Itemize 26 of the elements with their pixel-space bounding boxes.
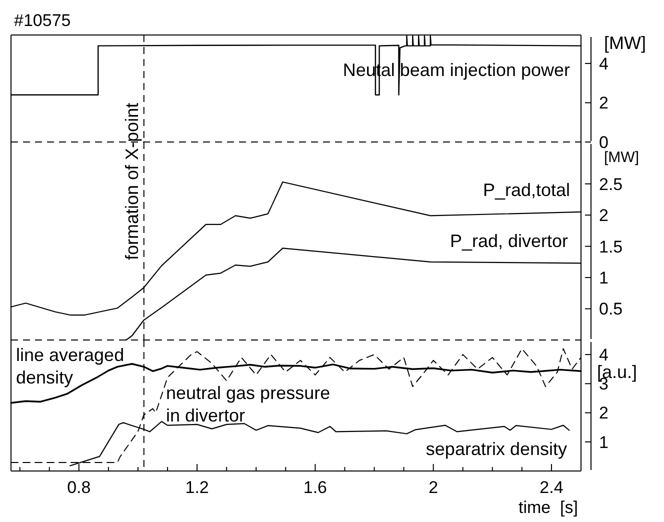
series-label: P_rad,total: [482, 180, 570, 200]
x-tick-label: 1.6: [303, 478, 328, 497]
chart-title: #10575: [14, 11, 71, 30]
y-tick-label: 1: [599, 268, 608, 288]
x-tick-label: 2: [428, 478, 438, 497]
y-tick-label: 2: [599, 94, 608, 113]
series-label: P_rad, divertor: [450, 231, 568, 251]
y-tick-label: 4: [599, 346, 608, 365]
y-tick-label: 0.5: [599, 300, 623, 319]
y-tick-label: 1.5: [599, 237, 623, 256]
x-tick-label: 2.4: [540, 478, 564, 497]
y-axis-title: [MW]: [604, 33, 646, 53]
series-label: separatrix density: [426, 439, 567, 459]
series-label: neutral gas pressure in divertor: [166, 383, 330, 426]
x-tick-label: 1.2: [185, 478, 209, 497]
x-tick-label: 0.8: [67, 478, 91, 497]
y-tick-label: 0: [599, 132, 608, 152]
y-tick-label: 2: [599, 404, 608, 423]
y-axis-title: [MW]: [604, 149, 639, 166]
series-label: line averaged density: [16, 345, 124, 388]
y-tick-label: 2.5: [599, 174, 623, 194]
y-tick-label: 1: [599, 432, 608, 452]
x-axis-title: time [s]: [518, 498, 578, 517]
ref-line-label: formation of X-point: [122, 102, 142, 260]
y-tick-label: 2: [599, 206, 608, 226]
y-tick-label: 4: [599, 54, 608, 74]
